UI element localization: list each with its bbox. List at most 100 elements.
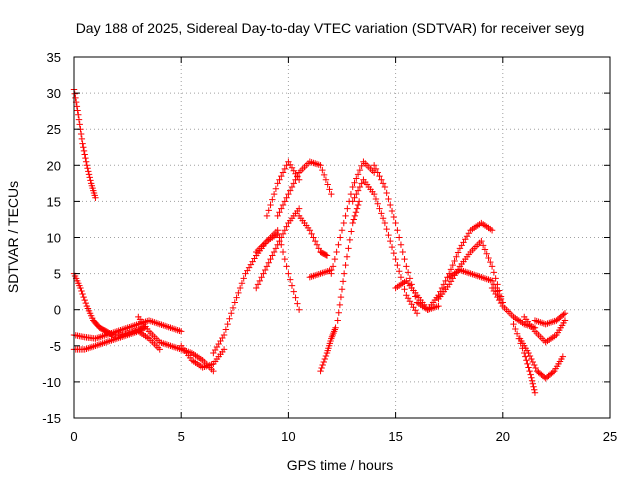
data-point — [72, 94, 79, 102]
data-point — [529, 380, 537, 387]
data-point — [288, 282, 296, 289]
series-arc-26 — [521, 313, 569, 346]
data-point — [390, 213, 398, 221]
data-point — [295, 306, 303, 313]
data-point — [406, 275, 414, 282]
data-point — [381, 219, 389, 227]
data-point — [561, 310, 569, 317]
x-tick-label: 25 — [603, 429, 617, 444]
data-point — [82, 158, 90, 165]
data-point — [350, 216, 357, 223]
data-point — [487, 258, 494, 266]
data-point — [281, 165, 289, 173]
data-point — [82, 154, 89, 162]
data-point — [240, 275, 247, 282]
series-arc-10 — [263, 158, 303, 220]
data-point — [323, 252, 331, 259]
data-point — [394, 227, 401, 234]
data-point — [334, 317, 341, 324]
series-arc-11 — [274, 158, 335, 220]
data-point — [454, 249, 462, 256]
y-tick-label: 30 — [47, 86, 61, 101]
x-axis-label: GPS time / hours — [287, 457, 394, 473]
data-point — [231, 299, 238, 306]
series-arc-9 — [253, 227, 303, 313]
data-point — [401, 286, 408, 293]
data-point — [294, 300, 301, 307]
data-point — [254, 281, 262, 288]
data-point — [336, 301, 344, 309]
x-tick-labels: 0 5 10 15 20 25 — [70, 429, 617, 444]
data-point — [337, 293, 345, 301]
data-point — [356, 166, 364, 174]
series-arc-8 — [253, 205, 303, 292]
data-point — [278, 172, 285, 180]
data-point — [372, 195, 380, 203]
series-arc-17 — [349, 176, 421, 317]
data-point — [394, 261, 401, 269]
data-point — [263, 263, 271, 270]
data-point — [292, 176, 299, 183]
data-point — [85, 168, 92, 175]
data-point — [395, 234, 403, 241]
data-point — [381, 183, 389, 191]
data-point — [317, 367, 324, 375]
data-point — [238, 280, 246, 287]
data-point — [488, 227, 496, 234]
data-point — [283, 223, 290, 230]
data-point — [438, 284, 446, 292]
data-point — [321, 355, 329, 363]
data-point — [355, 198, 363, 205]
data-point — [356, 183, 364, 191]
data-point — [210, 367, 217, 375]
data-point — [77, 130, 85, 138]
data-point — [337, 234, 344, 241]
x-tick-label: 15 — [388, 429, 402, 444]
y-tick-label: 35 — [47, 50, 61, 65]
data-point — [347, 190, 355, 198]
data-point — [81, 151, 88, 158]
data-point — [286, 187, 294, 194]
data-point — [306, 227, 314, 234]
y-tick-label: -15 — [42, 411, 61, 426]
series-arc-27 — [531, 310, 569, 328]
data-point — [385, 231, 392, 239]
data-point — [233, 294, 240, 301]
data-point — [388, 207, 396, 215]
data-point — [395, 267, 403, 275]
data-point — [513, 330, 521, 337]
data-point — [383, 189, 390, 197]
data-point — [279, 248, 287, 256]
data-point — [339, 278, 347, 285]
data-point — [378, 176, 385, 183]
data-point — [342, 212, 349, 220]
data-point — [253, 284, 260, 292]
data-point — [236, 284, 244, 292]
data-point — [320, 358, 327, 366]
data-point — [267, 201, 274, 209]
data-point — [77, 284, 84, 292]
series-arc-20 — [424, 219, 496, 313]
data-point — [488, 263, 496, 270]
data-point — [383, 225, 390, 233]
data-point — [478, 237, 485, 245]
data-point — [80, 293, 87, 301]
data-point — [399, 248, 406, 256]
data-point — [312, 237, 319, 245]
data-point — [276, 176, 283, 183]
data-point — [370, 190, 378, 198]
y-tick-label: 20 — [47, 158, 61, 173]
data-point — [349, 198, 356, 205]
data-point — [379, 215, 387, 222]
data-point — [272, 185, 280, 192]
data-point — [281, 198, 289, 205]
data-point — [560, 311, 567, 318]
series-arc-5 — [135, 313, 217, 375]
data-point — [229, 304, 237, 312]
data-point — [349, 219, 356, 227]
data-point — [317, 162, 324, 169]
data-point — [263, 212, 271, 220]
data-point — [79, 290, 86, 298]
data-point — [269, 252, 276, 259]
data-point — [79, 140, 86, 147]
